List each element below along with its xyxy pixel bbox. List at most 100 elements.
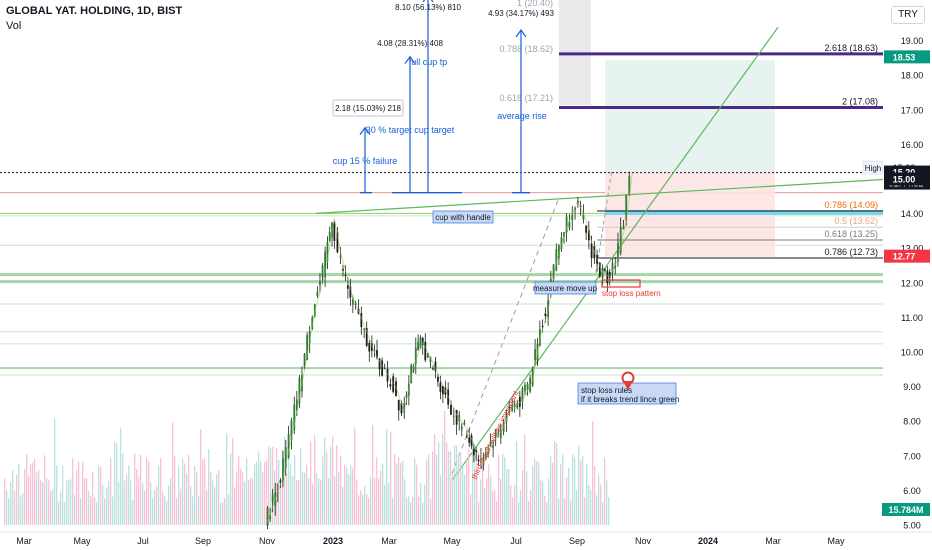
volume-bar bbox=[142, 483, 144, 525]
volume-bar bbox=[72, 458, 74, 525]
candle-body bbox=[598, 262, 601, 277]
volume-bar bbox=[100, 467, 102, 525]
candle-body bbox=[560, 237, 563, 249]
volume-bar bbox=[12, 469, 14, 525]
volume-bar bbox=[320, 479, 322, 525]
volume-bar bbox=[46, 477, 48, 525]
annotation-average-rise: average rise bbox=[497, 111, 547, 121]
candle-body bbox=[604, 269, 606, 271]
volume-bar bbox=[328, 478, 330, 525]
currency-button[interactable]: TRY bbox=[891, 6, 925, 24]
volume-bar bbox=[162, 491, 164, 525]
candle-body bbox=[392, 376, 395, 392]
volume-bar bbox=[550, 456, 552, 525]
volume-bar bbox=[54, 418, 56, 525]
volume-bar bbox=[226, 433, 228, 525]
volume-bar bbox=[436, 454, 438, 525]
fib-label: 0.618 (13.25) bbox=[824, 229, 878, 239]
volume-bar bbox=[126, 475, 128, 525]
candle-body bbox=[287, 433, 290, 458]
candle-body bbox=[306, 335, 309, 361]
volume-bar bbox=[520, 490, 522, 525]
candle-body bbox=[470, 435, 473, 446]
volume-bar bbox=[190, 485, 192, 525]
candle-body bbox=[614, 264, 617, 269]
candle-body bbox=[513, 404, 516, 408]
candle-body bbox=[497, 432, 500, 434]
time-tick: Mar bbox=[381, 536, 397, 546]
candle-body bbox=[452, 415, 455, 417]
volume-bar bbox=[32, 462, 34, 525]
volume-bar bbox=[240, 468, 242, 525]
volume-bar bbox=[386, 429, 388, 525]
volume-bar bbox=[200, 429, 202, 525]
target-label-218: 2.18 (15.03%) 218 bbox=[335, 104, 401, 113]
volume-bar bbox=[52, 489, 54, 525]
volume-bar bbox=[308, 477, 310, 525]
price-tag-text: 12.77 bbox=[893, 252, 916, 262]
volume-bar bbox=[270, 448, 272, 525]
volume-bar bbox=[128, 465, 130, 525]
candle-body bbox=[460, 426, 463, 430]
volume-bar bbox=[480, 479, 482, 525]
candle-body bbox=[541, 325, 544, 327]
volume-bar bbox=[150, 481, 152, 525]
profit-zone bbox=[605, 60, 775, 173]
volume-bar bbox=[570, 500, 572, 525]
volume-bar bbox=[26, 453, 28, 525]
rising-trendline bbox=[451, 26, 779, 481]
volume-bar bbox=[316, 473, 318, 525]
volume-bar bbox=[588, 485, 590, 525]
candle-body bbox=[606, 270, 609, 284]
volume-bar bbox=[74, 494, 76, 525]
candle-body bbox=[351, 299, 354, 305]
volume-bar bbox=[350, 465, 352, 525]
volume-bar bbox=[4, 478, 6, 525]
volume-bar bbox=[82, 461, 84, 525]
volume-bar bbox=[468, 449, 470, 525]
volume-bar bbox=[458, 454, 460, 525]
volume-bar bbox=[546, 501, 548, 525]
volume-bar bbox=[174, 455, 176, 525]
volume-bar bbox=[228, 494, 230, 525]
candle-body bbox=[628, 176, 631, 195]
volume-bar bbox=[472, 443, 474, 525]
candle-body bbox=[574, 207, 576, 210]
candle-body bbox=[585, 225, 588, 233]
candle-body bbox=[298, 377, 301, 404]
volume-bar bbox=[422, 502, 424, 525]
candle-body bbox=[400, 402, 403, 414]
price-tick: 7.00 bbox=[903, 451, 921, 461]
candle-body bbox=[516, 402, 519, 409]
volume-bar bbox=[56, 465, 58, 525]
volume-bar bbox=[414, 457, 416, 525]
volume-bar bbox=[364, 485, 366, 525]
candle-body bbox=[552, 264, 555, 280]
candle-body bbox=[468, 437, 471, 443]
volume-bar bbox=[216, 474, 218, 525]
volume-bar bbox=[340, 455, 342, 525]
volume-bar bbox=[564, 498, 566, 525]
candle-body bbox=[295, 399, 298, 411]
candle-body bbox=[376, 350, 378, 358]
high-tag-text: High bbox=[865, 164, 881, 173]
volume-bar bbox=[456, 445, 458, 525]
volume-bar bbox=[462, 465, 464, 525]
candle-body bbox=[505, 412, 508, 422]
candle-body bbox=[383, 368, 386, 370]
volume-bar bbox=[420, 482, 422, 525]
volume-bar bbox=[368, 497, 370, 525]
volume-bar bbox=[148, 461, 150, 525]
volume-bar bbox=[528, 501, 530, 525]
time-tick: Jul bbox=[137, 536, 149, 546]
volume-bar bbox=[296, 479, 298, 525]
volume-bar bbox=[248, 480, 250, 525]
candle-body bbox=[466, 435, 468, 437]
volume-bar bbox=[568, 468, 570, 525]
annotation-stop-rules: stop loss rules bbox=[581, 386, 632, 395]
volume-bar bbox=[602, 501, 604, 525]
time-tick: May bbox=[443, 536, 461, 546]
volume-bar bbox=[16, 474, 18, 525]
volume-bar bbox=[388, 482, 390, 525]
